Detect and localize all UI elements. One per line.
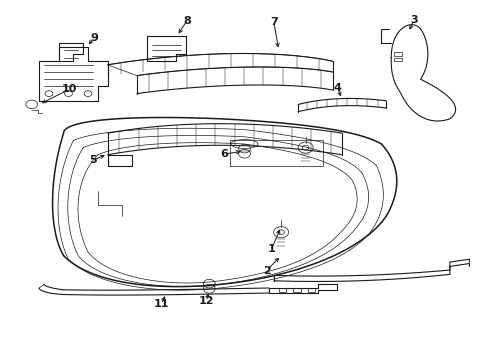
Bar (393, 58, 401, 61)
Text: 4: 4 (333, 83, 341, 93)
Bar (278, 288, 285, 292)
Bar (393, 52, 401, 56)
Text: 6: 6 (220, 149, 227, 159)
Bar (293, 288, 300, 292)
Text: 11: 11 (153, 299, 169, 309)
Text: 7: 7 (269, 17, 277, 27)
Bar (307, 288, 315, 292)
Text: 9: 9 (90, 33, 98, 43)
Text: 8: 8 (183, 16, 190, 26)
Text: 5: 5 (89, 155, 97, 165)
Text: 3: 3 (409, 15, 417, 25)
Text: 10: 10 (61, 84, 77, 94)
Text: 1: 1 (267, 244, 275, 254)
Text: 2: 2 (262, 266, 270, 276)
Text: 12: 12 (198, 296, 214, 306)
